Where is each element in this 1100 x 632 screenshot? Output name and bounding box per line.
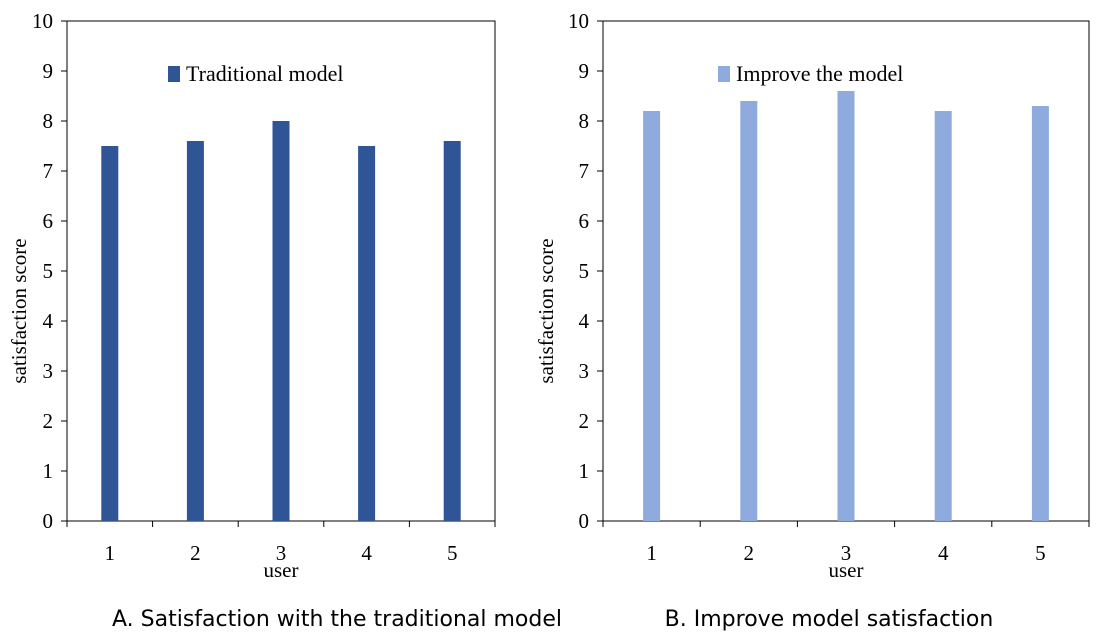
- chart-caption: A. Satisfaction with the traditional mod…: [112, 607, 562, 632]
- bar: [837, 91, 855, 521]
- legend-swatch: [168, 66, 180, 82]
- y-tick-label: 10: [568, 9, 589, 33]
- x-tick-label: 1: [105, 541, 116, 565]
- y-tick-label: 3: [579, 359, 590, 383]
- y-tick-label: 5: [579, 259, 590, 283]
- bar: [358, 146, 376, 521]
- bar: [186, 141, 204, 521]
- x-tick-label: 3: [276, 541, 287, 565]
- bar: [1031, 106, 1049, 521]
- y-tick-label: 10: [32, 9, 53, 33]
- bar: [443, 141, 461, 521]
- legend-label: Traditional model: [186, 61, 343, 86]
- y-tick-label: 0: [579, 509, 590, 533]
- x-axis-title: user: [264, 558, 299, 582]
- chart-improved-model: 0 1 2 3 4 5 6 7 8 9 10 1 2 3 4 5 user satisfaction score I…: [534, 9, 1090, 632]
- legend-label: Improve the model: [736, 61, 903, 86]
- y-tick-label: 9: [43, 59, 54, 83]
- y-axis-title: satisfaction score: [534, 238, 558, 383]
- legend-swatch: [718, 66, 730, 82]
- y-tick-label: 2: [579, 409, 590, 433]
- x-tick-label: 2: [190, 541, 201, 565]
- bar: [101, 146, 119, 521]
- y-tick-label: 4: [43, 309, 54, 333]
- bar: [934, 111, 952, 521]
- bar: [643, 111, 661, 521]
- bar: [740, 101, 758, 521]
- y-tick-label: 7: [579, 159, 590, 183]
- x-tick-label: 5: [1035, 541, 1046, 565]
- x-tick-label: 3: [841, 541, 852, 565]
- y-tick-label: 7: [43, 159, 54, 183]
- y-tick-label: 3: [43, 359, 54, 383]
- y-tick-label: 9: [579, 59, 590, 83]
- y-tick-label: 1: [43, 459, 54, 483]
- chart-caption: B. Improve model satisfaction: [665, 607, 994, 632]
- y-tick-label: 2: [43, 409, 54, 433]
- y-tick-label: 6: [43, 209, 54, 233]
- x-tick-label: 4: [938, 541, 949, 565]
- y-tick-label: 0: [43, 509, 54, 533]
- y-tick-label: 1: [579, 459, 590, 483]
- bar: [272, 121, 290, 521]
- x-tick-label: 5: [447, 541, 458, 565]
- x-tick-label: 2: [744, 541, 755, 565]
- y-tick-label: 6: [579, 209, 590, 233]
- x-axis-title: user: [829, 558, 864, 582]
- x-tick-label: 4: [361, 541, 372, 565]
- chart-traditional-model: 0 1 2 3 4 5 6 7 8 9 10 1 2 3 4 5 user satisfaction score T…: [7, 9, 562, 632]
- y-tick-label: 4: [579, 309, 590, 333]
- y-axis-title: satisfaction score: [7, 238, 31, 383]
- y-tick-label: 5: [43, 259, 54, 283]
- y-tick-label: 8: [579, 109, 590, 133]
- x-tick-label: 1: [646, 541, 657, 565]
- y-tick-label: 8: [43, 109, 54, 133]
